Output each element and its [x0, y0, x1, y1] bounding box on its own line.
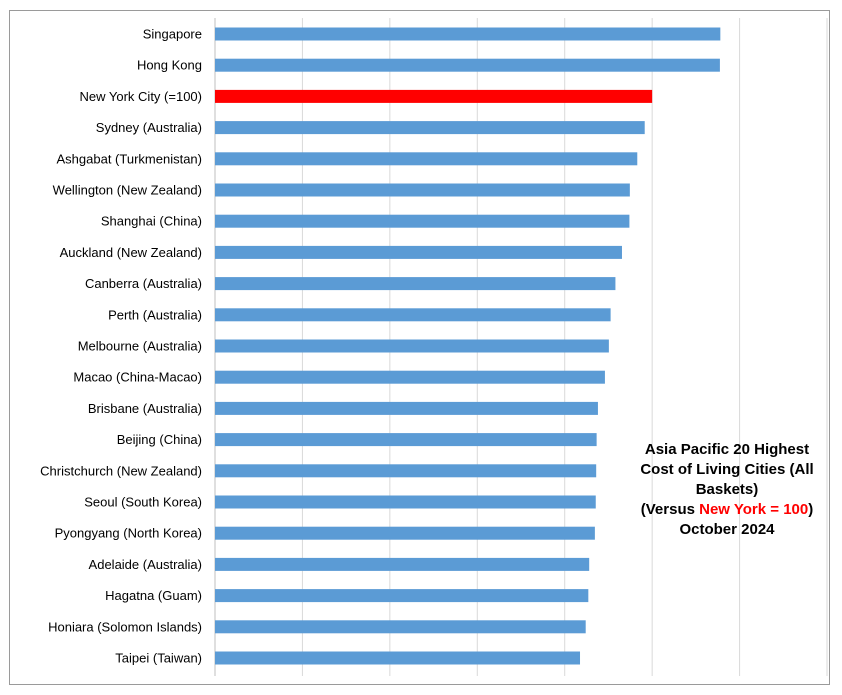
- title-prefix: (Versus: [640, 501, 700, 518]
- chart-title: Asia Pacific 20 Highest Cost of Living C…: [612, 440, 842, 540]
- bar-4: [215, 152, 638, 166]
- category-labels: Singapore Hong Kong New York City (=100) Sy…: [40, 27, 202, 666]
- bars: [215, 27, 721, 665]
- category-label: Taipei (Taiwan): [115, 651, 202, 666]
- bar-5: [215, 183, 630, 197]
- category-label: Canberra (Australia): [85, 276, 202, 291]
- category-label: Macao (China-Macao): [73, 370, 202, 385]
- category-label: Honiara (Solomon Islands): [48, 619, 202, 634]
- bar-2: [215, 89, 653, 103]
- bar-18: [215, 589, 589, 603]
- title-line-5: October 2024: [679, 521, 775, 538]
- bar-14: [215, 464, 597, 478]
- bar-8: [215, 277, 616, 291]
- category-label: Singapore: [143, 27, 202, 42]
- title-line-4: (Versus New York = 100): [612, 500, 842, 520]
- category-label: Auckland (New Zealand): [60, 245, 202, 260]
- category-label: Wellington (New Zealand): [53, 183, 202, 198]
- bar-17: [215, 557, 590, 571]
- bar-19: [215, 620, 586, 634]
- title-line-2: Cost of Living Cities (All: [640, 461, 814, 478]
- category-label: Ashgabat (Turkmenistan): [57, 151, 202, 166]
- bar-9: [215, 308, 611, 322]
- category-label: Christchurch (New Zealand): [40, 463, 202, 478]
- bar-16: [215, 526, 595, 540]
- bar-12: [215, 401, 598, 415]
- bar-10: [215, 339, 609, 353]
- category-label: Beijing (China): [117, 432, 202, 447]
- category-label: Seoul (South Korea): [84, 495, 202, 510]
- bar-15: [215, 495, 596, 509]
- bar-7: [215, 245, 622, 259]
- title-highlight: New York = 100: [699, 501, 809, 518]
- category-label: Adelaide (Australia): [89, 557, 202, 572]
- title-line-3: Baskets): [695, 481, 759, 498]
- bar-20: [215, 651, 581, 665]
- bar-6: [215, 214, 630, 228]
- bar-11: [215, 370, 605, 384]
- category-label: Perth (Australia): [108, 307, 202, 322]
- title-suffix: ): [808, 501, 814, 518]
- title-line-1: Asia Pacific 20 Highest: [644, 441, 810, 458]
- category-label: Hagatna (Guam): [105, 588, 202, 603]
- bar-0: [215, 27, 721, 41]
- bar-13: [215, 433, 597, 447]
- category-label: Sydney (Australia): [96, 120, 202, 135]
- category-label: Brisbane (Australia): [88, 401, 202, 416]
- category-label: Pyongyang (North Korea): [55, 526, 202, 541]
- category-label: Shanghai (China): [101, 214, 202, 229]
- category-label: New York City (=100): [80, 89, 202, 104]
- category-label: Hong Kong: [137, 58, 202, 73]
- bar-1: [215, 58, 720, 72]
- category-label: Melbourne (Australia): [78, 339, 202, 354]
- bar-3: [215, 121, 645, 135]
